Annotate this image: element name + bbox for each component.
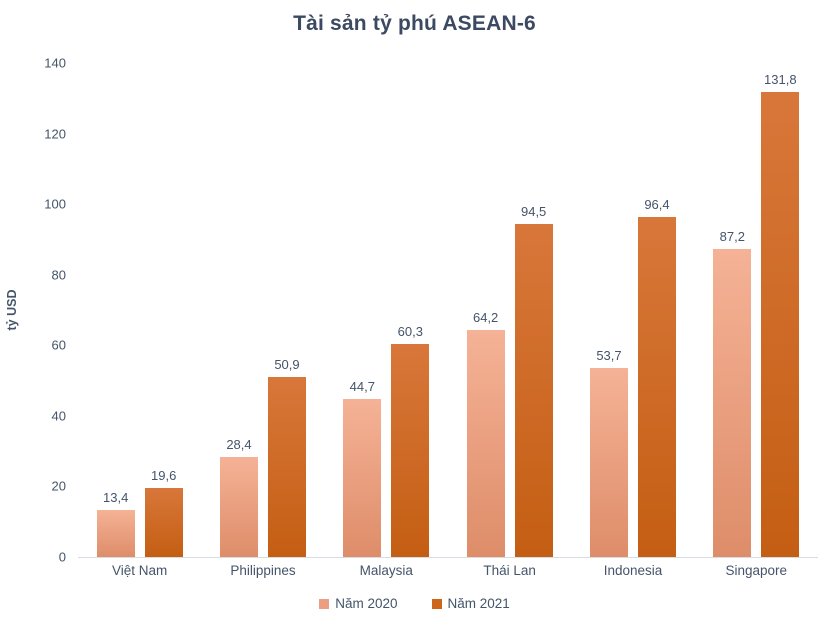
bar-group: 13,4 19,6	[96, 63, 183, 557]
bar-wrap: 50,9	[267, 63, 306, 557]
legend-label: Năm 2021	[447, 596, 510, 611]
bar-value-label: 44,7	[349, 379, 375, 395]
bar-wrap: 60,3	[391, 63, 430, 557]
bar-wrap: 94,5	[514, 63, 553, 557]
x-category-label: Việt Nam	[112, 563, 168, 578]
bar-value-label: 13,4	[103, 489, 129, 505]
bar-năm-2020	[589, 367, 628, 557]
x-axis-labels: Việt Nam Philippines Malaysia Thái Lan Indon…	[78, 563, 818, 578]
bar-group: 53,7 96,4	[589, 63, 676, 557]
bar-value-label: 96,4	[644, 196, 670, 212]
bar-năm-2021	[267, 377, 306, 557]
bar-năm-2020	[343, 399, 382, 557]
bar-value-label: 60,3	[397, 324, 423, 340]
bar-năm-2021	[761, 91, 800, 557]
bar-value-label: 28,4	[226, 436, 252, 452]
bar-năm-2021	[144, 487, 183, 557]
legend-swatch-icon	[319, 598, 330, 609]
y-tick-label: 140	[44, 55, 66, 71]
bar-value-label: 87,2	[719, 229, 745, 245]
bar-năm-2020	[219, 456, 258, 557]
legend-swatch-icon	[431, 598, 442, 609]
bar-group: 64,2 94,5	[466, 63, 553, 557]
legend: Năm 2020 Năm 2021	[0, 596, 829, 611]
x-category-label: Malaysia	[359, 563, 413, 578]
legend-label: Năm 2020	[335, 596, 398, 611]
bar-wrap: 19,6	[144, 63, 183, 557]
bar-group: 87,2 131,8	[713, 63, 800, 557]
bar-năm-2021	[391, 344, 430, 557]
x-category-label: Indonesia	[603, 563, 663, 578]
x-category-label: Thái Lan	[483, 563, 536, 578]
bar-năm-2020	[713, 249, 752, 557]
plot-area: 13,4 19,6 28,4 50,9 44,7 60,3 64,2 94,5 53,7 96,4…	[78, 63, 818, 558]
y-tick-label: 60	[51, 337, 66, 353]
legend-item: Năm 2021	[431, 596, 510, 611]
bar-value-label: 64,2	[472, 310, 499, 326]
bar-value-label: 50,9	[274, 357, 300, 373]
bar-group: 28,4 50,9	[219, 63, 306, 557]
x-category-label: Singapore	[725, 563, 788, 578]
bar-value-label: 19,6	[151, 467, 177, 483]
y-tick-label: 40	[51, 408, 66, 424]
y-tick-label: 0	[58, 549, 66, 565]
bar-wrap: 44,7	[343, 63, 382, 557]
bar-năm-2020	[96, 509, 135, 557]
bar-value-label: 53,7	[596, 347, 622, 363]
bar-năm-2021	[514, 223, 553, 557]
bar-wrap: 28,4	[219, 63, 258, 557]
bar-group: 44,7 60,3	[343, 63, 430, 557]
bar-wrap: 53,7	[589, 63, 628, 557]
y-tick-label: 120	[44, 126, 66, 142]
chart-title: Tài sản tỷ phú ASEAN-6	[293, 12, 536, 35]
bar-năm-2020	[466, 330, 505, 557]
bar-wrap: 87,2	[713, 63, 752, 557]
bar-wrap: 64,2	[466, 63, 505, 557]
bar-wrap: 96,4	[637, 63, 676, 557]
y-axis-ticks: 0 20 40 60 80 100 120 140	[0, 56, 66, 565]
legend-item: Năm 2020	[319, 596, 398, 611]
bar-wrap: 13,4	[96, 63, 135, 557]
y-tick-label: 100	[44, 196, 66, 212]
bar-value-label: 131,8	[764, 71, 797, 87]
y-tick-label: 20	[51, 478, 66, 494]
bar-năm-2021	[637, 216, 676, 557]
x-category-label: Philippines	[230, 563, 296, 578]
bar-value-label: 94,5	[520, 203, 547, 219]
bar-wrap: 131,8	[761, 63, 800, 557]
y-tick-label: 80	[51, 267, 66, 283]
